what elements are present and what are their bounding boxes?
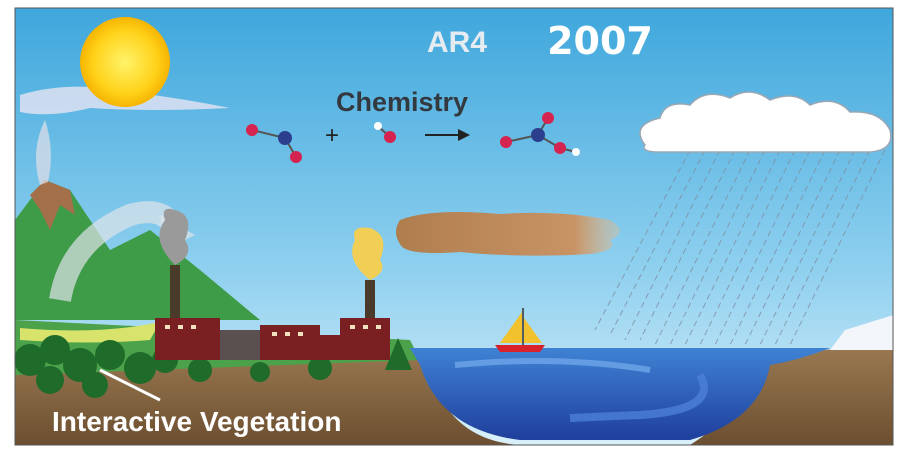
scene [14,8,893,445]
vegetation-label: Interactive Vegetation [52,406,341,437]
year: 2007 [547,19,653,63]
page: AR4 2007 Chemistry + Interactive Vegetat… [0,0,904,453]
model-label: AR4 [427,26,487,59]
sun [80,17,170,107]
chemistry-label: Chemistry [336,87,468,117]
illustration: AR4 2007 Chemistry + Interactive Vegetat… [0,0,904,453]
plus-sign: + [325,122,339,149]
aerosol-cloud [396,212,620,256]
